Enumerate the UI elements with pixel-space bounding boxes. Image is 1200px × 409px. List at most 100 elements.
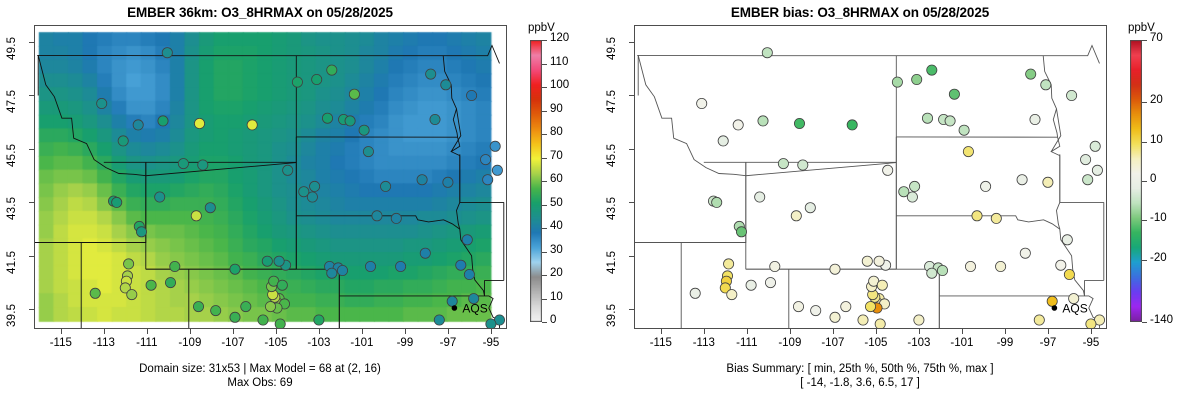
aqs-site-marker[interactable] (861, 255, 873, 267)
aqs-site-marker[interactable] (944, 115, 956, 127)
aqs-site-marker[interactable] (123, 258, 135, 270)
aqs-site-marker[interactable] (909, 180, 921, 192)
aqs-site-marker[interactable] (1042, 176, 1054, 188)
aqs-site-marker[interactable] (958, 124, 970, 136)
aqs-site-marker[interactable] (358, 124, 370, 136)
aqs-site-marker[interactable] (344, 115, 356, 127)
aqs-site-marker[interactable] (980, 180, 992, 192)
aqs-site-marker[interactable] (962, 146, 974, 158)
aqs-site-marker[interactable] (911, 74, 923, 86)
aqs-site-marker[interactable] (119, 282, 131, 294)
aqs-site-marker[interactable] (1025, 68, 1037, 80)
aqs-site-marker[interactable] (169, 260, 181, 272)
aqs-site-marker[interactable] (1019, 247, 1031, 259)
aqs-site-marker[interactable] (461, 234, 473, 246)
aqs-site-marker[interactable] (873, 255, 885, 267)
aqs-site-marker[interactable] (446, 295, 458, 307)
aqs-site-marker[interactable] (390, 212, 402, 224)
aqs-site-marker[interactable] (689, 287, 701, 299)
aqs-site-marker[interactable] (468, 293, 480, 305)
aqs-site-marker[interactable] (723, 258, 735, 270)
aqs-site-marker[interactable] (136, 226, 148, 238)
aqs-site-marker[interactable] (463, 268, 475, 280)
aqs-site-marker[interactable] (154, 191, 166, 203)
aqs-site-marker[interactable] (261, 255, 273, 267)
aqs-site-marker[interactable] (485, 318, 497, 328)
aqs-site-marker[interactable] (282, 164, 294, 176)
aqs-site-marker[interactable] (455, 259, 467, 271)
aqs-site-marker[interactable] (913, 314, 925, 326)
aqs-site-marker[interactable] (711, 196, 723, 208)
aqs-site-marker[interactable] (489, 140, 501, 152)
aqs-site-marker[interactable] (362, 146, 374, 158)
aqs-site-marker[interactable] (321, 112, 333, 124)
aqs-site-marker[interactable] (810, 305, 822, 317)
aqs-site-marker[interactable] (864, 301, 876, 313)
aqs-site-marker[interactable] (246, 119, 258, 131)
aqs-site-marker[interactable] (440, 79, 452, 91)
aqs-site-marker[interactable] (257, 314, 269, 326)
aqs-site-marker[interactable] (298, 186, 310, 198)
aqs-site-marker[interactable] (764, 277, 776, 289)
aqs-site-marker[interactable] (132, 119, 144, 131)
aqs-site-marker[interactable] (193, 118, 205, 130)
aqs-site-marker[interactable] (1066, 90, 1078, 102)
aqs-site-marker[interactable] (1046, 295, 1058, 307)
aqs-site-marker[interactable] (990, 212, 1002, 224)
aqs-site-marker[interactable] (732, 119, 744, 131)
aqs-site-marker[interactable] (192, 301, 204, 313)
aqs-site-marker[interactable] (326, 267, 338, 279)
aqs-site-marker[interactable] (745, 279, 757, 291)
aqs-site-marker[interactable] (157, 115, 169, 127)
aqs-site-marker[interactable] (936, 264, 948, 276)
aqs-site-marker[interactable] (380, 180, 392, 192)
aqs-site-marker[interactable] (126, 289, 138, 301)
aqs-site-marker[interactable] (874, 318, 886, 328)
aqs-site-marker[interactable] (948, 88, 960, 100)
aqs-site-marker[interactable] (882, 164, 894, 176)
aqs-site-marker[interactable] (229, 263, 241, 275)
aqs-site-marker[interactable] (371, 210, 383, 222)
aqs-site-marker[interactable] (857, 314, 869, 326)
aqs-site-marker[interactable] (736, 226, 748, 238)
aqs-site-marker[interactable] (309, 180, 321, 192)
aqs-site-marker[interactable] (1085, 318, 1097, 328)
aqs-site-marker[interactable] (111, 196, 123, 208)
aqs-site-marker[interactable] (792, 301, 804, 313)
aqs-site-marker[interactable] (1033, 314, 1045, 326)
aqs-site-marker[interactable] (204, 202, 216, 214)
aqs-site-marker[interactable] (926, 64, 938, 76)
aqs-site-marker[interactable] (419, 247, 431, 259)
aqs-site-marker[interactable] (348, 88, 360, 100)
aqs-site-marker[interactable] (995, 260, 1007, 272)
aqs-site-marker[interactable] (1068, 293, 1080, 305)
aqs-site-marker[interactable] (482, 174, 494, 186)
aqs-site-marker[interactable] (921, 112, 933, 124)
aqs-site-marker[interactable] (719, 282, 731, 294)
aqs-site-marker[interactable] (840, 301, 852, 313)
aqs-site-marker[interactable] (480, 154, 492, 166)
aqs-site-marker[interactable] (429, 114, 441, 126)
aqs-site-marker[interactable] (416, 174, 428, 186)
aqs-site-marker[interactable] (971, 210, 983, 222)
aqs-site-marker[interactable] (364, 260, 376, 272)
aqs-site-marker[interactable] (829, 311, 841, 323)
aqs-site-marker[interactable] (1080, 154, 1092, 166)
aqs-site-marker[interactable] (291, 76, 303, 88)
aqs-site-marker[interactable] (1040, 79, 1052, 91)
aqs-site-marker[interactable] (276, 279, 288, 291)
aqs-site-marker[interactable] (210, 305, 222, 317)
aqs-site-marker[interactable] (846, 119, 858, 131)
aqs-site-marker[interactable] (491, 164, 503, 176)
aqs-site-marker[interactable] (926, 267, 938, 279)
aqs-site-marker[interactable] (804, 202, 816, 214)
aqs-site-marker[interactable] (177, 158, 189, 170)
aqs-site-marker[interactable] (395, 260, 407, 272)
aqs-site-marker[interactable] (1089, 140, 1101, 152)
aqs-site-marker[interactable] (1055, 259, 1067, 271)
aqs-site-marker[interactable] (797, 159, 809, 171)
aqs-site-marker[interactable] (754, 191, 766, 203)
aqs-site-marker[interactable] (1029, 114, 1041, 126)
aqs-site-marker[interactable] (876, 279, 888, 291)
aqs-site-marker[interactable] (96, 98, 108, 110)
